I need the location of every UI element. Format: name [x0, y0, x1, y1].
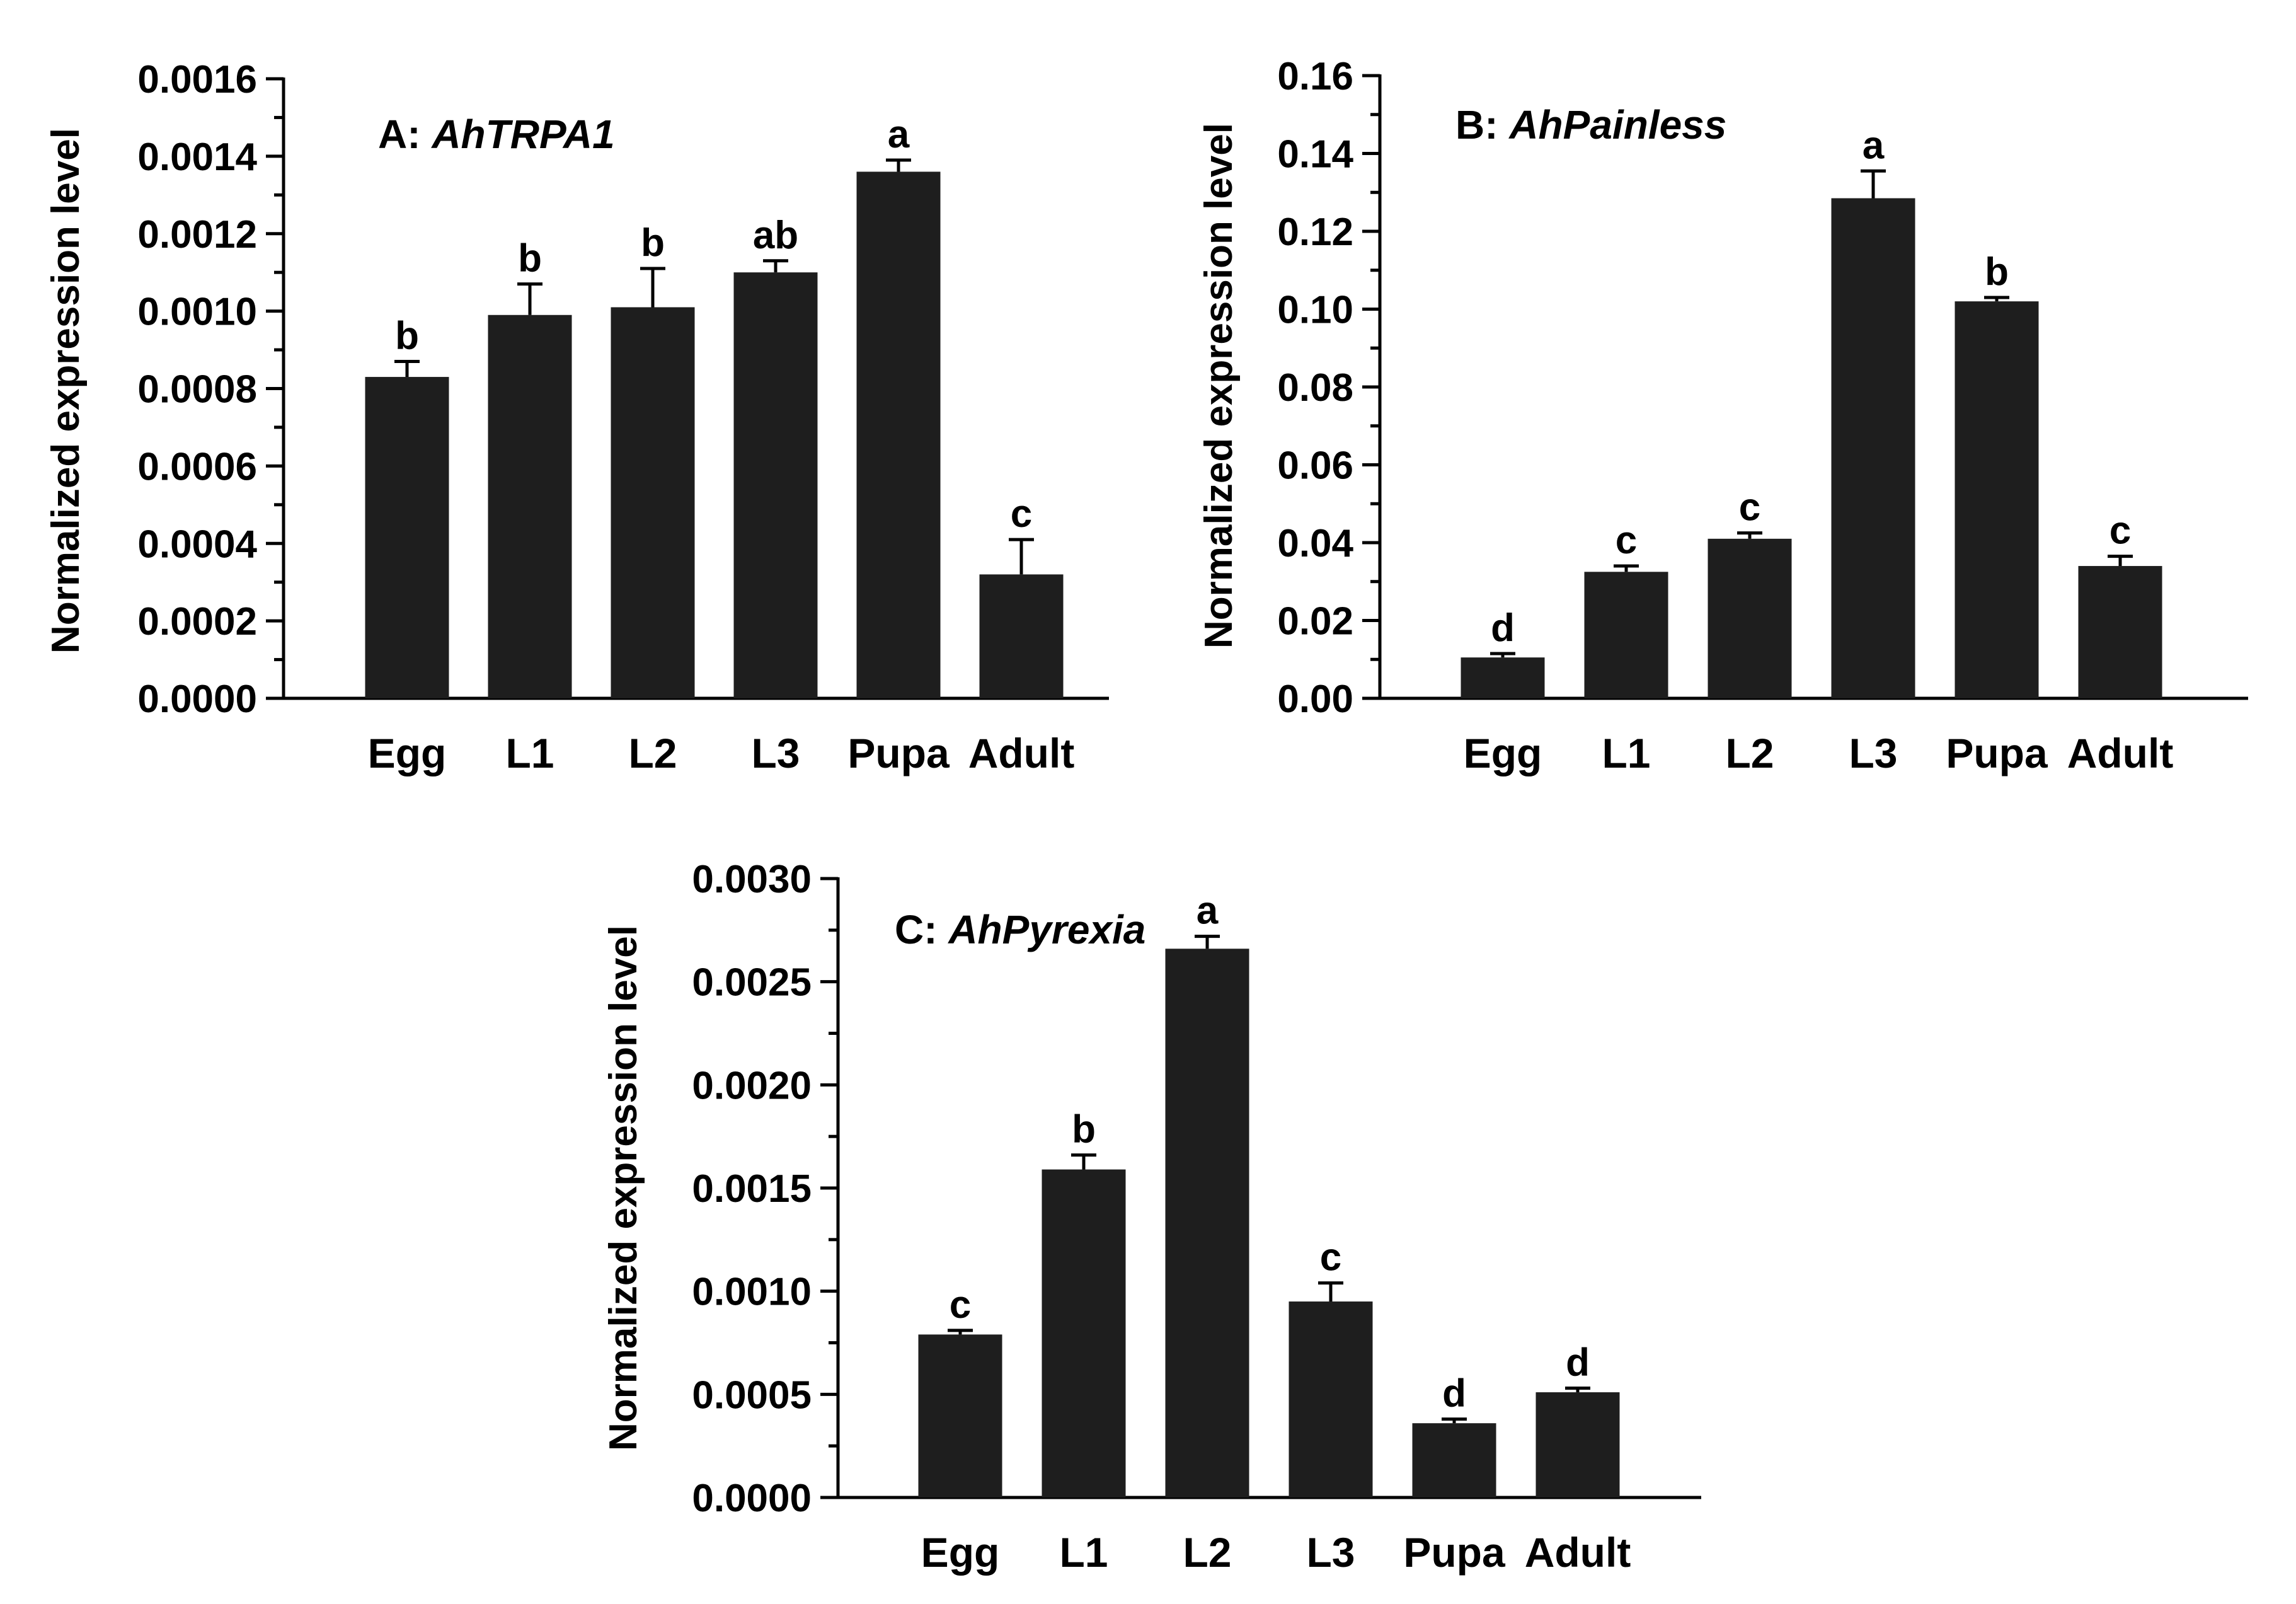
y-tick-label: 0.0014 [137, 136, 257, 179]
x-tick-label-l2: L2 [1725, 730, 1774, 776]
y-tick-label: 0.0008 [137, 368, 257, 412]
y-tick-label: 0.0000 [137, 678, 257, 721]
x-tick-label-l2: L2 [1183, 1529, 1231, 1576]
bar-l3 [733, 272, 818, 698]
x-tick-label-l1: L1 [505, 730, 554, 776]
panel-title: A: AhTRPA1 [378, 112, 615, 157]
y-axis-label: Normalized expression level [44, 128, 88, 654]
y-tick-label: 0.14 [1277, 133, 1353, 176]
x-tick-label-l2: L2 [628, 730, 677, 776]
bar-l1 [1584, 572, 1668, 698]
y-tick-label: 0.0012 [137, 213, 257, 257]
panel-title-gene: AhTRPA1 [430, 112, 614, 157]
x-tick-label-egg: Egg [1464, 730, 1542, 776]
chart-panel-a: 0.0000 0.0002 0.0004 0.0006 0.0008 0.0010 0.00… [44, 58, 1109, 776]
bar-pupa [856, 171, 941, 698]
significance-label-adult: d [1566, 1341, 1590, 1385]
x-tick-label-pupa: Pupa [847, 730, 950, 776]
bar-adult [979, 574, 1064, 698]
significance-label-adult: c [1011, 492, 1032, 536]
chart-panel-b: 0.00 0.02 0.04 0.06 0.08 0.10 0.12 0.14 0.16 Norm… [1197, 55, 2248, 776]
x-tick-label-egg: Egg [368, 730, 447, 776]
significance-label-l3: a [1863, 124, 1885, 167]
bar-pupa [1954, 301, 2039, 698]
bar-l1 [1042, 1169, 1126, 1497]
y-tick-label: 0.12 [1277, 211, 1353, 254]
x-tick-label-l3: L3 [751, 730, 800, 776]
x-tick-label-l3: L3 [1306, 1529, 1355, 1576]
significance-label-pupa: b [1985, 250, 2009, 294]
significance-label-l1: b [518, 237, 542, 280]
y-tick-label: 0.0016 [137, 58, 257, 101]
significance-label-l3: c [1320, 1236, 1341, 1279]
y-tick-label: 0.0004 [137, 522, 257, 566]
y-tick-label: 0.0030 [692, 858, 812, 901]
significance-label-pupa: a [888, 113, 910, 156]
y-tick-label: 0.0002 [137, 600, 257, 643]
y-tick-label: 0.10 [1277, 289, 1353, 332]
chart-panel-c: 0.0000 0.0005 0.0010 0.0015 0.0020 0.0025 0.00… [602, 858, 1701, 1576]
y-tick-label: 0.0000 [692, 1477, 812, 1520]
bar-l2 [1165, 949, 1249, 1497]
y-tick-label: 0.0025 [692, 961, 812, 1005]
y-tick-label: 0.06 [1277, 444, 1353, 488]
bar-egg [365, 377, 449, 698]
significance-label-l1: c [1616, 519, 1637, 562]
bar-l3 [1289, 1301, 1373, 1497]
y-tick-label: 0.0006 [137, 445, 257, 488]
x-tick-label-pupa: Pupa [1946, 730, 2048, 776]
significance-label-l2: c [1739, 486, 1760, 529]
y-tick-label: 0.00 [1277, 678, 1353, 721]
panel-title-gene: AhPainless [1508, 102, 1726, 147]
y-tick-label: 0.16 [1277, 55, 1353, 98]
significance-label-adult: c [2109, 509, 2131, 553]
significance-label-egg: b [395, 314, 419, 357]
x-tick-label-adult: Adult [968, 730, 1075, 776]
y-axis-label: Normalized expression level [1197, 123, 1241, 649]
x-tick-label-adult: Adult [2067, 730, 2174, 776]
bar-l3 [1831, 198, 1915, 698]
x-tick-label-l1: L1 [1602, 730, 1650, 776]
y-tick-label: 0.04 [1277, 522, 1353, 565]
bar-adult [2078, 566, 2162, 698]
x-tick-label-l3: L3 [1849, 730, 1897, 776]
x-tick-label-l1: L1 [1059, 1529, 1108, 1576]
bar-egg [918, 1334, 1002, 1497]
y-tick-label: 0.0010 [692, 1271, 812, 1314]
y-tick-label: 0.0005 [692, 1373, 812, 1417]
bar-l2 [611, 307, 695, 698]
panel-title: C: AhPyrexia [895, 907, 1145, 952]
x-tick-label-egg: Egg [921, 1529, 1000, 1576]
significance-label-l2: b [641, 221, 665, 265]
significance-label-l1: b [1072, 1108, 1096, 1151]
panel-title-gene: AhPyrexia [947, 907, 1145, 952]
y-tick-label: 0.0020 [692, 1064, 812, 1107]
y-tick-label: 0.0010 [137, 291, 257, 334]
x-tick-label-adult: Adult [1525, 1529, 1631, 1576]
bar-l1 [488, 314, 572, 698]
bar-adult [1535, 1392, 1620, 1497]
bar-egg [1461, 657, 1545, 698]
y-axis-label: Normalized expression level [602, 925, 645, 1451]
significance-label-egg: c [950, 1283, 971, 1327]
y-tick-label: 0.08 [1277, 366, 1353, 410]
panel-title: B: AhPainless [1455, 102, 1726, 147]
panel-title-prefix: C: [895, 907, 948, 952]
bar-pupa [1412, 1423, 1496, 1497]
bar-l2 [1708, 538, 1792, 698]
significance-label-l2: a [1197, 889, 1219, 933]
y-tick-label: 0.0015 [692, 1167, 812, 1211]
significance-label-pupa: d [1442, 1372, 1466, 1416]
significance-label-egg: d [1491, 606, 1515, 650]
panel-title-prefix: A: [378, 112, 432, 157]
panel-title-prefix: B: [1455, 102, 1509, 147]
significance-label-l3: ab [753, 214, 798, 257]
x-tick-label-pupa: Pupa [1403, 1529, 1506, 1576]
y-tick-label: 0.02 [1277, 600, 1353, 643]
